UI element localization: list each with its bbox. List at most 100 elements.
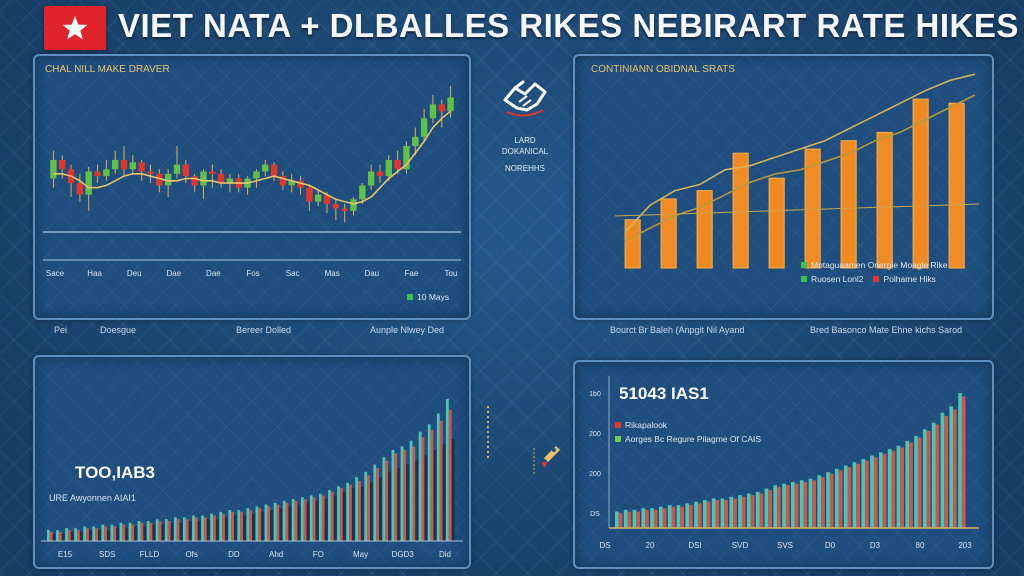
bar-teal: [346, 482, 350, 541]
bar-teal: [418, 431, 422, 541]
bar-dark: [224, 517, 228, 541]
bar-red: [258, 508, 262, 541]
bar-teal: [391, 449, 395, 541]
x-tick-label: Deu: [127, 269, 142, 278]
candle-body: [359, 185, 366, 200]
bar-red: [213, 515, 216, 541]
bar-teal: [309, 495, 313, 541]
candle-body: [173, 164, 181, 174]
candle-body: [323, 194, 331, 204]
page-title: VIET NATA + DLBALLES RIKES NEBIRART RATE…: [118, 7, 1019, 44]
candle-body: [270, 164, 278, 177]
bar-dark: [370, 482, 373, 541]
bar-red: [385, 460, 389, 541]
chart-legend: 10 Mays: [407, 292, 449, 302]
x-tick-label: D0: [825, 541, 836, 550]
bar-red: [330, 491, 334, 541]
x-tick-label: May: [353, 550, 368, 559]
legend-swatch: [615, 422, 621, 428]
bar-red: [448, 409, 452, 541]
candle-body: [385, 159, 393, 177]
bar-dark: [125, 528, 129, 541]
legend-label: 10 Mays: [417, 292, 450, 302]
candle-body: [120, 159, 128, 170]
bar-teal: [896, 445, 901, 528]
bar-dark: [342, 491, 346, 541]
vietnam-flag-icon: [44, 6, 106, 50]
bar-red: [891, 450, 896, 528]
x-tick-label: Ofs: [185, 550, 197, 559]
candle-body: [253, 171, 260, 179]
bar-dark: [215, 519, 219, 541]
bar-dark: [116, 528, 119, 541]
x-tick-label: DD: [228, 550, 240, 559]
bar-teal: [92, 526, 96, 541]
bar-dark: [252, 513, 255, 541]
candle-body: [262, 164, 269, 172]
bar-red: [113, 526, 117, 541]
bar-teal: [119, 522, 123, 541]
bar-teal: [210, 513, 214, 541]
headline-value: TOO,IAB3: [75, 463, 155, 482]
growth-bar-chart-panel: E15 SDS FLLD Ofs DD Ahd FO May DGD3 Did TOO,IAB3 …: [33, 355, 471, 569]
bar-teal: [192, 515, 195, 541]
comparison-bar-chart: DS 20 DSI SVD SVS D0 D3 80 203 1b0 200 200 DS: [589, 376, 979, 550]
legend-item: Rikapalook: [615, 420, 667, 430]
bar-teal: [146, 520, 150, 541]
bar-red: [935, 424, 940, 528]
candle-body: [350, 199, 357, 211]
bar-teal: [835, 468, 839, 528]
bar-teal: [300, 497, 304, 541]
bar-red: [865, 460, 869, 528]
legend-label: Polhame Hiks: [883, 274, 936, 284]
center-text-line: LARD: [514, 136, 536, 145]
bar-dark: [206, 519, 210, 541]
candle-body: [191, 176, 198, 186]
bar: [624, 219, 641, 269]
bar-dark: [297, 504, 301, 541]
bar-teal: [958, 393, 962, 528]
bar-teal: [255, 506, 259, 541]
candle-body: [147, 171, 154, 174]
bar-dark: [360, 486, 364, 541]
x-tick-label: 80: [916, 541, 925, 550]
handshake-icon: [503, 80, 547, 117]
bar: [804, 148, 821, 269]
bar-red: [750, 495, 755, 528]
legend-swatch: [801, 276, 807, 282]
y-tick-label: 200: [589, 471, 601, 478]
x-tick-label: 203: [958, 541, 972, 550]
candle-body: [94, 171, 101, 177]
bar-dark: [388, 471, 391, 541]
candle-body: [332, 203, 340, 209]
bar-red: [185, 519, 189, 541]
candle-body: [209, 171, 216, 174]
x-tick-label: Mas: [325, 269, 340, 278]
bar-red: [222, 513, 225, 541]
x-tick-label: SDS: [99, 550, 115, 559]
bar-teal: [445, 398, 449, 541]
bar-dark: [397, 468, 401, 541]
bar-red: [312, 497, 316, 541]
bar-red: [882, 454, 887, 528]
bar-red: [768, 490, 772, 528]
legend-swatch: [801, 262, 807, 268]
bar-teal: [791, 481, 795, 528]
bar-red: [276, 504, 280, 541]
candle-body: [297, 180, 304, 188]
bar-red: [95, 528, 98, 541]
bar-teal: [83, 526, 87, 541]
bar-dark: [424, 455, 428, 541]
bar-red: [358, 480, 361, 541]
bar-red: [104, 526, 108, 541]
bar-teal: [246, 508, 250, 541]
bar-red: [662, 508, 667, 528]
bar-dark: [152, 524, 156, 541]
bar-teal: [940, 412, 945, 528]
bar-line-chart: [614, 73, 980, 269]
candle-body: [182, 164, 190, 177]
bar-dark: [379, 477, 382, 541]
bar-teal: [291, 499, 295, 541]
legend-label: Aorges Bc Regure Pilagme Of CAIS: [625, 434, 762, 444]
bar-teal: [861, 458, 866, 528]
